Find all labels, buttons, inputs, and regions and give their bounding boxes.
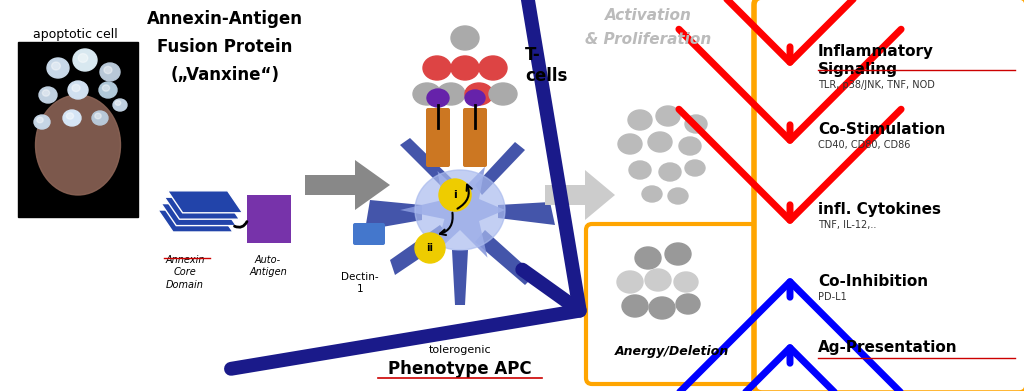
Ellipse shape xyxy=(39,87,57,103)
Text: apoptotic cell: apoptotic cell xyxy=(33,28,118,41)
Ellipse shape xyxy=(465,83,493,105)
Text: („Vanxine“): („Vanxine“) xyxy=(171,66,280,84)
Polygon shape xyxy=(545,170,615,220)
Ellipse shape xyxy=(489,83,517,105)
Ellipse shape xyxy=(656,106,680,126)
Text: i: i xyxy=(454,190,457,200)
Text: Fusion Protein: Fusion Protein xyxy=(158,38,293,56)
Text: ii: ii xyxy=(427,243,433,253)
FancyBboxPatch shape xyxy=(18,42,138,217)
Text: Signaling: Signaling xyxy=(818,62,898,77)
Ellipse shape xyxy=(451,26,479,50)
Ellipse shape xyxy=(648,132,672,152)
Text: TLR, p38/JNK, TNF, NOD: TLR, p38/JNK, TNF, NOD xyxy=(818,80,935,90)
Ellipse shape xyxy=(92,111,108,125)
Ellipse shape xyxy=(628,110,652,130)
Ellipse shape xyxy=(100,63,120,81)
Ellipse shape xyxy=(427,89,449,107)
Polygon shape xyxy=(365,200,422,230)
Text: Phenotype APC: Phenotype APC xyxy=(388,360,531,378)
Ellipse shape xyxy=(617,271,643,293)
Ellipse shape xyxy=(479,56,507,80)
Polygon shape xyxy=(168,191,243,213)
Ellipse shape xyxy=(99,82,117,98)
Ellipse shape xyxy=(415,170,505,250)
Ellipse shape xyxy=(668,188,688,204)
Ellipse shape xyxy=(95,113,101,119)
Ellipse shape xyxy=(642,186,662,202)
Text: tolerogenic: tolerogenic xyxy=(429,345,492,355)
Ellipse shape xyxy=(63,110,81,126)
Ellipse shape xyxy=(685,160,705,176)
Ellipse shape xyxy=(665,243,691,265)
Text: Co-Stimulation: Co-Stimulation xyxy=(818,122,945,137)
Polygon shape xyxy=(400,138,455,190)
Text: T-
cells: T- cells xyxy=(525,46,567,85)
Polygon shape xyxy=(305,160,390,210)
Text: TNF, IL-12,..: TNF, IL-12,.. xyxy=(818,220,877,230)
Polygon shape xyxy=(161,204,237,226)
Ellipse shape xyxy=(42,90,49,96)
Ellipse shape xyxy=(34,115,50,129)
Ellipse shape xyxy=(437,83,465,105)
Polygon shape xyxy=(390,225,450,275)
Ellipse shape xyxy=(102,85,110,91)
Text: CD40, CD80, CD86: CD40, CD80, CD86 xyxy=(818,140,910,150)
Text: Auto-
Antigen: Auto- Antigen xyxy=(249,255,287,277)
Polygon shape xyxy=(452,250,468,305)
Text: infl. Cytokines: infl. Cytokines xyxy=(818,202,941,217)
Text: Activation: Activation xyxy=(604,8,691,23)
Ellipse shape xyxy=(629,161,651,179)
Text: Co-Inhibition: Co-Inhibition xyxy=(818,274,928,289)
Ellipse shape xyxy=(649,297,675,319)
Ellipse shape xyxy=(679,137,701,155)
Ellipse shape xyxy=(465,90,485,106)
Polygon shape xyxy=(400,167,505,258)
Ellipse shape xyxy=(423,56,451,80)
Polygon shape xyxy=(158,210,233,232)
Text: Annexin-Antigen: Annexin-Antigen xyxy=(147,10,303,28)
Text: Anergy/Deletion: Anergy/Deletion xyxy=(614,346,729,359)
Ellipse shape xyxy=(104,66,112,74)
Text: & Proliferation: & Proliferation xyxy=(585,32,711,47)
Ellipse shape xyxy=(674,272,698,292)
Ellipse shape xyxy=(47,58,69,78)
Ellipse shape xyxy=(659,163,681,181)
Ellipse shape xyxy=(676,294,700,314)
FancyBboxPatch shape xyxy=(586,224,758,384)
Ellipse shape xyxy=(413,83,441,105)
Ellipse shape xyxy=(451,56,479,80)
Ellipse shape xyxy=(78,54,88,63)
Polygon shape xyxy=(498,202,555,225)
Ellipse shape xyxy=(67,113,74,119)
Ellipse shape xyxy=(685,115,707,133)
FancyBboxPatch shape xyxy=(353,223,385,245)
Ellipse shape xyxy=(68,81,88,99)
Text: Inflammatory: Inflammatory xyxy=(818,44,934,59)
Ellipse shape xyxy=(51,62,60,70)
Circle shape xyxy=(415,233,445,263)
Circle shape xyxy=(439,179,471,211)
Text: Ag-Presentation: Ag-Presentation xyxy=(818,340,957,355)
FancyBboxPatch shape xyxy=(463,108,487,167)
Ellipse shape xyxy=(115,100,121,106)
Ellipse shape xyxy=(645,269,671,291)
Polygon shape xyxy=(165,197,240,219)
Polygon shape xyxy=(475,142,525,195)
Ellipse shape xyxy=(113,99,127,111)
Polygon shape xyxy=(475,230,535,285)
FancyBboxPatch shape xyxy=(247,195,291,243)
FancyBboxPatch shape xyxy=(754,0,1024,391)
Ellipse shape xyxy=(36,95,121,195)
Text: Dectin-
1: Dectin- 1 xyxy=(341,272,379,294)
Text: PD-L1: PD-L1 xyxy=(818,292,847,302)
Ellipse shape xyxy=(73,49,97,71)
Text: Annexin
Core
Domain: Annexin Core Domain xyxy=(165,255,205,290)
Ellipse shape xyxy=(72,84,80,91)
Ellipse shape xyxy=(618,134,642,154)
Ellipse shape xyxy=(622,295,648,317)
Ellipse shape xyxy=(635,247,662,269)
FancyBboxPatch shape xyxy=(426,108,450,167)
Ellipse shape xyxy=(37,117,43,123)
